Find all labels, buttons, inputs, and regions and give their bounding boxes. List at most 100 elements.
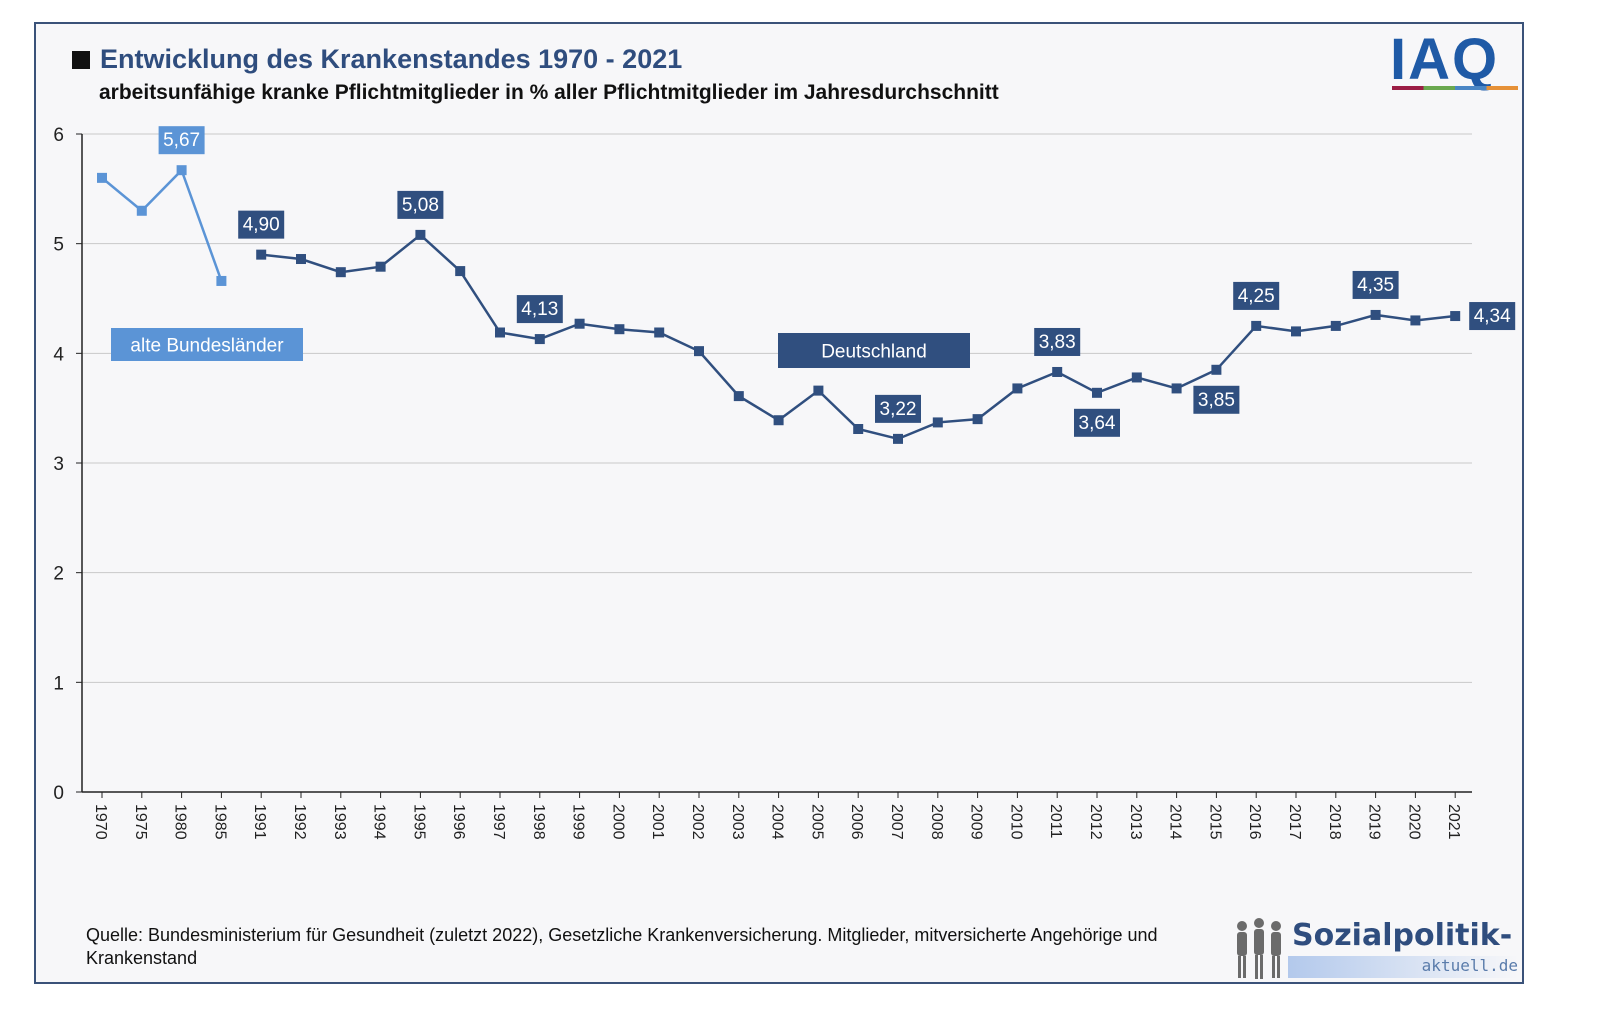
x-tick-label: 1992 <box>291 804 308 840</box>
x-tick-label: 1999 <box>570 804 587 840</box>
x-tick-label: 1997 <box>490 804 507 840</box>
data-point <box>733 391 744 402</box>
x-tick-label: 1985 <box>211 804 228 840</box>
data-label: 4,90 <box>243 215 280 236</box>
data-point <box>813 385 824 396</box>
data-label-box <box>1469 302 1516 331</box>
x-tick-label: 2009 <box>968 804 985 840</box>
data-label-box <box>875 394 921 423</box>
data-label-box <box>1233 281 1280 310</box>
data-label: 3,22 <box>880 399 917 420</box>
data-point <box>534 334 545 345</box>
data-label: 5,08 <box>402 195 439 216</box>
x-tick-label: 2011 <box>1047 804 1064 839</box>
data-point <box>216 275 227 286</box>
x-tick-label: 2012 <box>1087 804 1104 840</box>
data-point <box>972 414 983 425</box>
x-tick-label: 2008 <box>928 804 945 840</box>
series-name: alte Bundesländer <box>130 336 284 357</box>
data-label: 4,35 <box>1357 275 1394 296</box>
data-label: 3,85 <box>1198 390 1235 411</box>
data-point <box>654 327 665 338</box>
data-label-box <box>516 295 563 324</box>
x-tick-label: 1994 <box>371 804 388 840</box>
data-label: 3,83 <box>1039 332 1076 353</box>
title-row: Entwicklung des Krankenstandes 1970 - 20… <box>72 44 682 75</box>
logo-fade <box>1288 956 1518 978</box>
y-tick-label: 6 <box>53 125 64 146</box>
data-label-box <box>397 190 444 219</box>
x-tick-label: 2019 <box>1366 804 1383 840</box>
data-point <box>176 165 187 176</box>
data-point <box>1410 315 1421 326</box>
title-square-icon <box>72 50 90 69</box>
y-tick-label: 1 <box>53 673 64 694</box>
data-point <box>375 261 386 272</box>
x-tick-label: 2015 <box>1206 804 1223 840</box>
x-tick-label: 2000 <box>609 804 626 840</box>
iaq-logo: IAQ <box>1390 27 1500 92</box>
data-point <box>893 433 903 444</box>
x-tick-label: 2016 <box>1246 804 1263 840</box>
y-tick-label: 2 <box>53 564 64 585</box>
logo-sub: aktuell.de <box>1421 956 1518 975</box>
iaq-logo-bar <box>1392 86 1518 90</box>
data-point <box>415 229 426 240</box>
y-tick-label: 3 <box>53 454 64 475</box>
data-point <box>1450 311 1461 322</box>
x-tick-label: 2005 <box>808 804 825 840</box>
data-label-box <box>1034 327 1081 356</box>
data-point <box>1131 372 1142 383</box>
data-point <box>296 254 306 265</box>
x-tick-label: 1970 <box>92 804 109 840</box>
chart-subtitle: arbeitsunfähige kranke Pflichtmitglieder… <box>99 81 999 104</box>
x-tick-label: 2018 <box>1326 804 1343 840</box>
data-point <box>773 415 784 426</box>
x-tick-label: 2003 <box>729 804 746 840</box>
x-tick-label: 2014 <box>1167 804 1184 840</box>
data-label: 5,67 <box>163 130 200 151</box>
series-name: Deutschland <box>821 342 927 363</box>
data-point <box>694 346 704 357</box>
x-tick-label: 2013 <box>1127 804 1144 840</box>
x-tick-label: 2021 <box>1445 804 1462 840</box>
data-point <box>932 417 943 428</box>
data-point <box>1251 320 1262 331</box>
x-tick-label: 1991 <box>251 804 268 840</box>
x-tick-label: 2001 <box>649 804 666 840</box>
data-label: 4,13 <box>521 299 558 320</box>
data-point <box>614 324 625 335</box>
y-tick-label: 4 <box>53 344 64 365</box>
y-tick-label: 5 <box>53 235 64 256</box>
x-tick-label: 2004 <box>769 804 786 840</box>
data-point <box>256 249 267 260</box>
x-tick-label: 2020 <box>1405 804 1422 840</box>
data-point <box>1370 309 1381 320</box>
chart-frame <box>34 22 1524 984</box>
data-label-box <box>1352 270 1399 299</box>
data-point <box>1211 364 1222 375</box>
data-label-box <box>238 210 285 239</box>
data-point <box>1092 387 1102 398</box>
y-tick-label: 0 <box>53 783 64 804</box>
x-tick-label: 1975 <box>132 804 149 840</box>
x-tick-label: 2017 <box>1286 804 1303 840</box>
series-name-box <box>778 333 970 368</box>
x-tick-label: 2006 <box>848 804 865 840</box>
data-label: 3,64 <box>1079 413 1116 434</box>
series-name-box <box>111 328 303 361</box>
data-point <box>136 205 147 216</box>
x-tick-label: 2010 <box>1007 804 1024 840</box>
x-tick-label: 1995 <box>410 804 427 840</box>
data-label-box <box>1193 385 1240 414</box>
data-point <box>1291 326 1301 337</box>
x-tick-label: 2007 <box>888 804 905 840</box>
data-label-box <box>158 126 205 155</box>
data-point <box>853 424 864 435</box>
x-tick-label: 1980 <box>172 804 189 840</box>
logo-name: Sozialpolitik- <box>1292 918 1513 953</box>
x-tick-label: 1993 <box>331 804 348 840</box>
data-point <box>495 327 505 338</box>
x-tick-label: 1996 <box>450 804 467 840</box>
